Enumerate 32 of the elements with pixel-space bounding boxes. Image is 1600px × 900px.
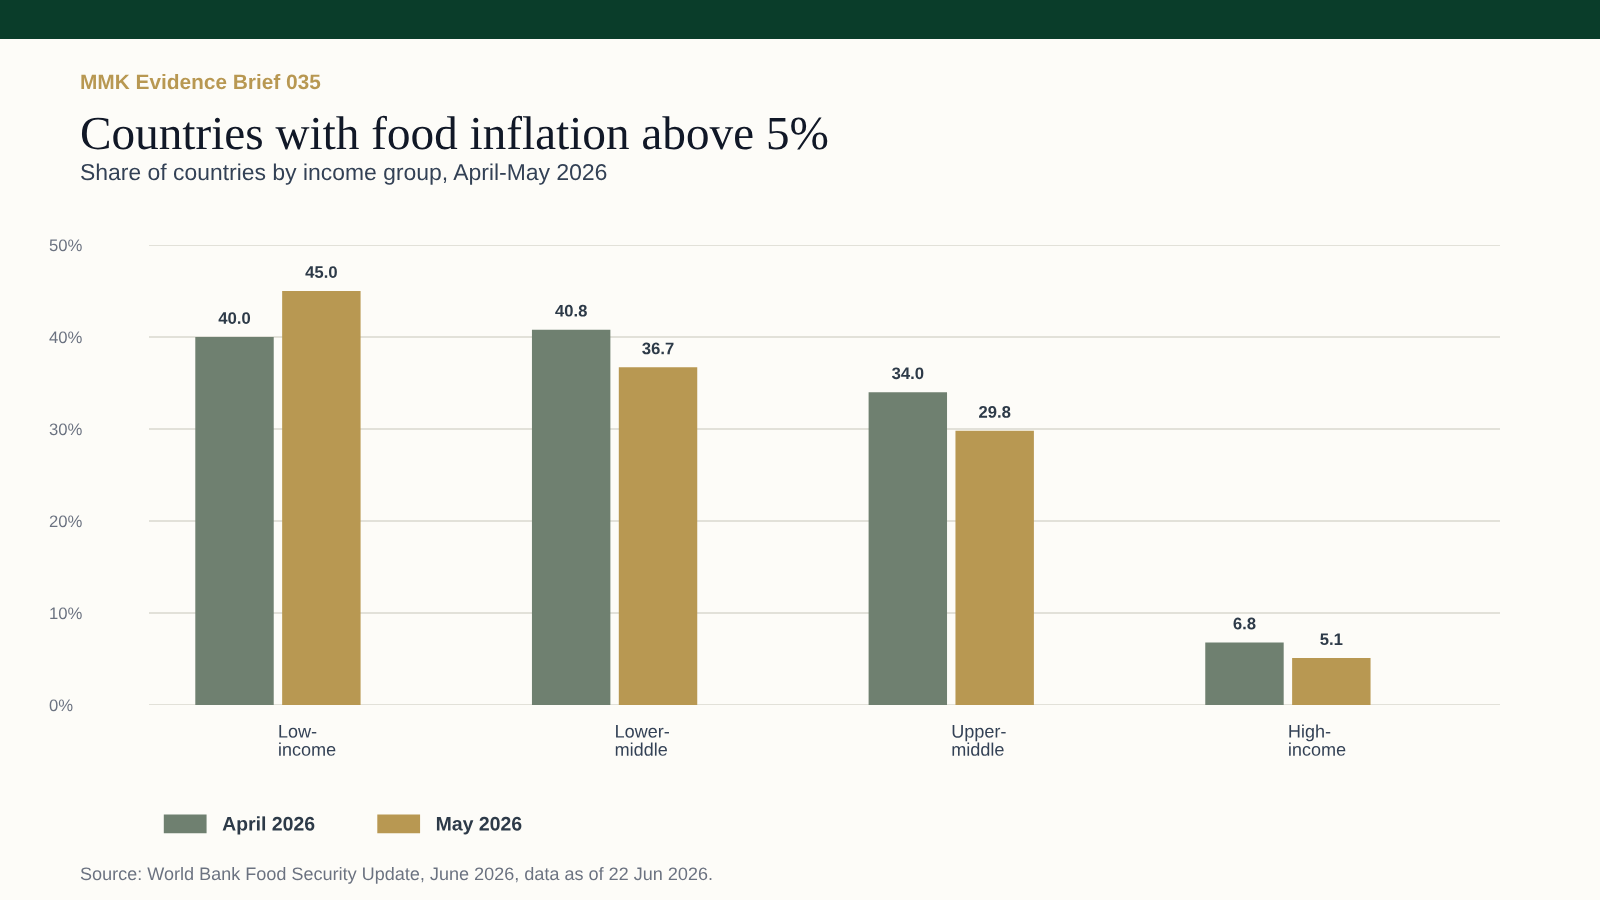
data-label: 29.8 xyxy=(979,406,1011,418)
x-tick-label: High- income xyxy=(1289,724,1346,756)
source-note: Source: World Bank Food Security Update, June 2026, data as of 22 Jun 2026. xyxy=(80,866,712,884)
y-tick-label: 20% xyxy=(49,515,82,528)
y-tick-label: 30% xyxy=(49,423,82,436)
y-tick-label: 50% xyxy=(49,239,82,252)
bar xyxy=(531,329,611,705)
x-tick-label: Upper- middle xyxy=(952,725,1006,756)
bar xyxy=(282,291,361,705)
y-tick-label: 40% xyxy=(49,331,82,344)
data-label: 45.0 xyxy=(305,266,337,278)
x-tick-label: Lower- middle xyxy=(615,725,669,756)
data-label: 36.7 xyxy=(642,342,674,355)
text: MMK Evidence Brief 035 xyxy=(81,73,321,90)
chart-subtitle: Share of countries by income group, April-May 2026 xyxy=(81,163,607,185)
legend-label: May 2026 xyxy=(436,816,522,835)
bar xyxy=(868,392,948,705)
data-label: 5.1 xyxy=(1320,633,1343,646)
y-tick-label: 10% xyxy=(50,607,82,620)
data-label: 6.8 xyxy=(1233,617,1256,630)
x-tick-label: Low- income xyxy=(279,725,336,756)
data-label: 40.0 xyxy=(218,312,251,324)
bar xyxy=(618,367,698,705)
bar xyxy=(1292,658,1371,705)
bar xyxy=(195,337,274,705)
legend-label: April 2026 xyxy=(222,816,315,835)
y-tick-label: 0% xyxy=(49,699,73,712)
chart-title: Countries with food inflation above 5% xyxy=(81,115,828,150)
bar xyxy=(955,430,1034,705)
bar xyxy=(1205,642,1284,705)
data-label: 34.0 xyxy=(891,367,924,380)
data-label: 40.8 xyxy=(555,304,587,317)
